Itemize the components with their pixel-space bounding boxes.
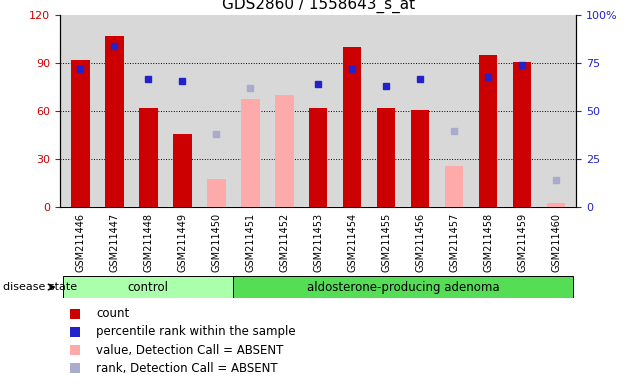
Bar bbox=[309, 108, 328, 207]
Bar bbox=[71, 60, 89, 207]
Bar bbox=[513, 62, 532, 207]
Text: GSM211458: GSM211458 bbox=[483, 213, 493, 272]
Text: GSM211449: GSM211449 bbox=[177, 213, 187, 272]
Text: GSM211460: GSM211460 bbox=[551, 213, 561, 272]
Bar bbox=[233, 276, 573, 298]
Text: GSM211454: GSM211454 bbox=[347, 213, 357, 272]
Title: GDS2860 / 1558643_s_at: GDS2860 / 1558643_s_at bbox=[222, 0, 415, 13]
Bar bbox=[275, 95, 294, 207]
Bar bbox=[343, 47, 362, 207]
Text: GSM211447: GSM211447 bbox=[109, 213, 119, 272]
Bar bbox=[377, 108, 396, 207]
Text: GSM211451: GSM211451 bbox=[245, 213, 255, 272]
Bar bbox=[445, 166, 464, 207]
Bar bbox=[105, 36, 123, 207]
Text: GSM211459: GSM211459 bbox=[517, 213, 527, 272]
Text: GSM211456: GSM211456 bbox=[415, 213, 425, 272]
Text: GSM211446: GSM211446 bbox=[75, 213, 85, 272]
Bar bbox=[63, 276, 233, 298]
Text: GSM211450: GSM211450 bbox=[211, 213, 221, 272]
Bar bbox=[411, 110, 430, 207]
Text: GSM211453: GSM211453 bbox=[313, 213, 323, 272]
Text: value, Detection Call = ABSENT: value, Detection Call = ABSENT bbox=[96, 344, 284, 357]
Text: disease state: disease state bbox=[3, 282, 77, 292]
Text: aldosterone-producing adenoma: aldosterone-producing adenoma bbox=[307, 281, 500, 293]
Text: GSM211448: GSM211448 bbox=[143, 213, 153, 272]
Text: percentile rank within the sample: percentile rank within the sample bbox=[96, 326, 295, 338]
Text: GSM211457: GSM211457 bbox=[449, 213, 459, 272]
Bar bbox=[207, 179, 226, 207]
Bar bbox=[173, 134, 192, 207]
Text: GSM211452: GSM211452 bbox=[279, 213, 289, 272]
Bar bbox=[479, 55, 498, 207]
Bar bbox=[241, 99, 260, 207]
Text: rank, Detection Call = ABSENT: rank, Detection Call = ABSENT bbox=[96, 362, 278, 375]
Text: control: control bbox=[128, 281, 169, 293]
Bar bbox=[139, 108, 158, 207]
Text: count: count bbox=[96, 307, 129, 320]
Text: GSM211455: GSM211455 bbox=[381, 213, 391, 272]
Bar bbox=[547, 203, 565, 207]
